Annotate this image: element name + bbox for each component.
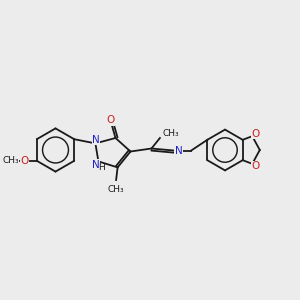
Text: H: H	[98, 163, 105, 172]
Text: N: N	[175, 146, 183, 156]
Text: O: O	[106, 115, 115, 125]
Text: N: N	[92, 160, 100, 170]
Text: O: O	[20, 156, 28, 166]
Text: CH₃: CH₃	[108, 184, 124, 194]
Text: CH₃: CH₃	[162, 129, 179, 138]
Text: CH₃: CH₃	[2, 156, 19, 165]
Text: O: O	[252, 129, 260, 139]
Text: O: O	[252, 161, 260, 171]
Text: N: N	[92, 135, 100, 145]
